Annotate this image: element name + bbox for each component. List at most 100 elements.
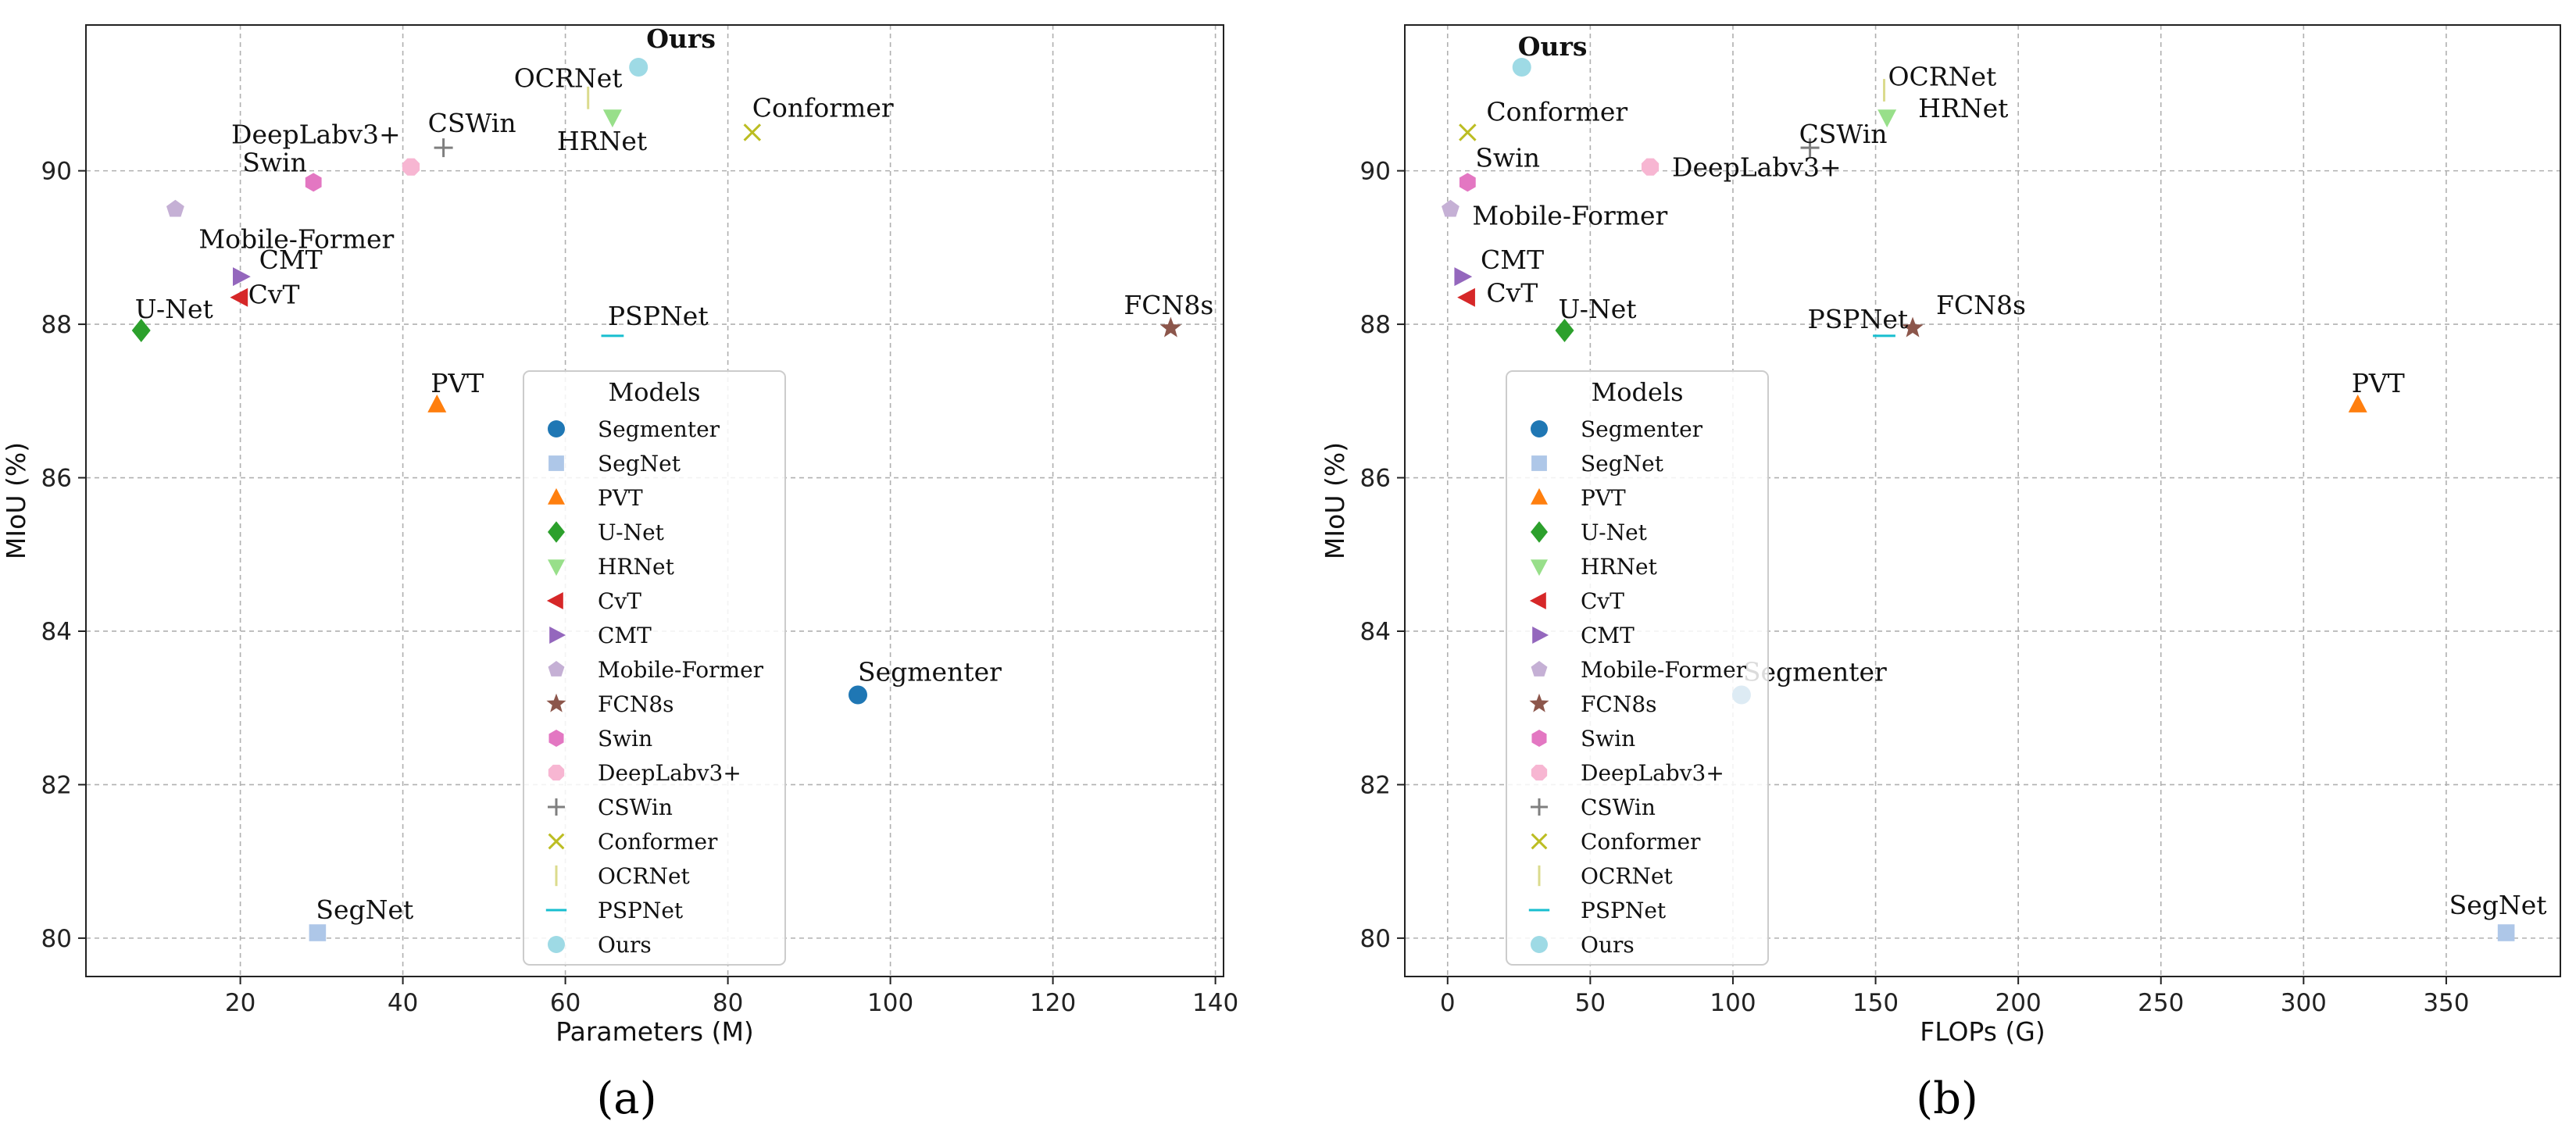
x-tick-label: 200: [1995, 989, 2042, 1017]
y-axis-label: MIoU (%): [1320, 442, 1350, 559]
point-label-conformer: Conformer: [1486, 97, 1627, 127]
legend-label-conformer: Conformer: [598, 829, 718, 855]
x-tick-label: 150: [1853, 989, 1899, 1017]
legend-label-swin: Swin: [1581, 726, 1635, 752]
legend-label-cswin: CSWin: [598, 794, 673, 820]
y-tick-label: 86: [1360, 465, 1391, 493]
legend-label-pspnet: PSPNet: [598, 898, 684, 923]
point-label-cswin: CSWin: [428, 108, 516, 138]
point-cswin: [1800, 138, 1820, 158]
legend-box: [1506, 370, 1769, 966]
legend: Models Segmenter SegNet PVT U-Net HRNet CvT CMT…: [1506, 370, 1769, 966]
legend-marker-swin: [548, 730, 564, 747]
plot-frame: [1404, 24, 2561, 977]
point-label-ocrnet: OCRNet: [1888, 61, 1997, 91]
point-label-unet: U-Net: [1559, 294, 1637, 324]
point-label-deeplab: DeepLabv3+: [231, 120, 401, 150]
legend-marker-segnet: [548, 455, 564, 471]
panel-a: 20 40 60 80 100 120 140 80 82 84 86 88 90 Parameters …: [1, 23, 1238, 1047]
y-tick-label: 80: [1360, 925, 1391, 953]
legend-box: [523, 370, 786, 966]
point-label-segnet: SegNet: [316, 894, 413, 925]
x-tick-label: 250: [2138, 989, 2184, 1017]
x-tick-label: 20: [225, 989, 255, 1017]
point-mobileformer: [1442, 199, 1459, 217]
y-tick-label: 84: [41, 618, 72, 646]
legend-label-cvt: CvT: [1581, 588, 1624, 614]
legend-label-ours: Ours: [1581, 932, 1635, 958]
y-tick-label: 82: [1360, 771, 1391, 799]
point-segnet: [2497, 924, 2515, 941]
legend-label-ours: Ours: [598, 932, 652, 958]
legend-marker-deeplab: [1531, 764, 1548, 781]
legend-marker-conformer: [548, 833, 565, 850]
y-tick-label: 88: [1360, 311, 1391, 339]
legend-label-swin: Swin: [598, 726, 652, 752]
point-label-swin: Swin: [242, 147, 307, 177]
point-hrnet: [602, 109, 622, 128]
point-label-fcn8s: FCN8s: [1936, 290, 2026, 320]
x-axis-label: FLOPs (G): [1920, 1016, 2045, 1047]
legend-marker-pvt: [548, 487, 565, 505]
y-tick-label: 82: [41, 771, 72, 799]
legend-label-ocrnet: OCRNet: [598, 863, 691, 889]
point-cswin: [434, 138, 453, 158]
point-label-ours: Ours: [646, 23, 716, 54]
legend-marker-segmenter: [1531, 420, 1548, 437]
point-cmt: [233, 267, 251, 287]
x-tick-label: 100: [867, 989, 913, 1017]
x-tick-label: 0: [1440, 989, 1456, 1017]
legend-label-cmt: CMT: [598, 623, 652, 648]
y-tick-label: 88: [41, 311, 72, 339]
point-pvt: [2348, 395, 2367, 412]
legend-marker-segnet: [1531, 455, 1547, 471]
legend-label-cswin: CSWin: [1581, 794, 1656, 820]
legend-marker-unet: [1531, 521, 1548, 543]
point-label-mobileformer: Mobile-Former: [1472, 201, 1667, 231]
point-segnet: [309, 924, 327, 941]
caption-a: (a): [596, 1073, 656, 1124]
legend-marker-ours: [548, 936, 565, 953]
legend-label-hrnet: HRNet: [1581, 554, 1658, 580]
legend-marker-cvt: [1529, 592, 1546, 609]
y-axis-label: MIoU (%): [1, 442, 31, 559]
legend-marker-mobileformer: [1531, 661, 1548, 677]
point-label-hrnet: HRNet: [557, 126, 647, 156]
point-label-segnet: SegNet: [2449, 890, 2547, 920]
point-pvt: [427, 395, 447, 412]
legend-label-unet: U-Net: [1581, 520, 1648, 545]
point-unet: [131, 318, 151, 342]
legend-marker-hrnet: [548, 559, 565, 577]
point-mobileformer: [166, 199, 184, 217]
point-cvt: [230, 287, 248, 307]
legend: Models Segmenter SegNet PVT U-Net HRNet CvT CMT…: [523, 370, 786, 966]
legend-label-pspnet: PSPNet: [1581, 898, 1667, 923]
point-label-deeplab: DeepLabv3+: [1672, 152, 1842, 183]
y-tick-label: 86: [41, 465, 72, 493]
point-label-segmenter: Segmenter: [858, 657, 1002, 687]
legend-label-segmenter: Segmenter: [598, 416, 720, 442]
plot-frame: [85, 24, 1224, 977]
legend-label-segmenter: Segmenter: [1581, 416, 1703, 442]
legend-marker-conformer: [1531, 833, 1548, 850]
legend-label-cmt: CMT: [1581, 623, 1635, 648]
x-tick-label: 140: [1192, 989, 1238, 1017]
point-label-conformer: Conformer: [752, 93, 894, 123]
y-tick-label: 90: [1360, 158, 1391, 186]
legend-label-conformer: Conformer: [1581, 829, 1701, 855]
point-fcn8s: [1159, 316, 1182, 337]
point-label-cvt: CvT: [1486, 278, 1538, 309]
legend-label-fcn8s: FCN8s: [598, 691, 674, 717]
y-tick-label: 80: [41, 925, 72, 953]
point-unet: [1555, 318, 1574, 342]
x-tick-label: 40: [388, 989, 418, 1017]
point-label-swin: Swin: [1475, 142, 1540, 173]
point-deeplab: [402, 158, 420, 176]
point-label-ocrnet: OCRNet: [514, 62, 623, 93]
legend-label-segnet: SegNet: [598, 451, 681, 477]
legend-label-mobileformer: Mobile-Former: [598, 657, 764, 683]
legend-label-mobileformer: Mobile-Former: [1581, 657, 1747, 683]
legend-marker-cvt: [546, 592, 563, 609]
legend-label-cvt: CvT: [598, 588, 641, 614]
